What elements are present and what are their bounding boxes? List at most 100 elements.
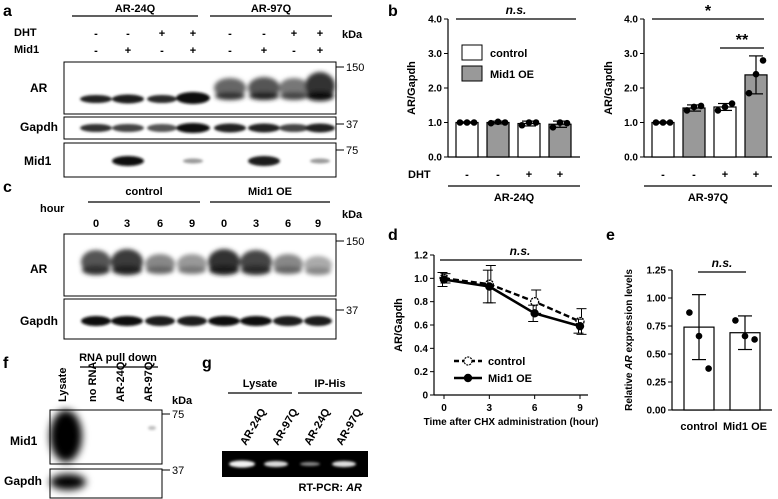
point-b-left-2-0 bbox=[518, 121, 526, 129]
lane-label-g-2: AR-97Q bbox=[270, 406, 301, 447]
point-b-right-1-1 bbox=[690, 103, 698, 111]
point-d-1-1 bbox=[485, 282, 494, 291]
blot-a-gapdh bbox=[63, 116, 337, 140]
panel-letter-f: f bbox=[3, 355, 9, 372]
bar-b-left-0 bbox=[455, 121, 479, 158]
point-b-right-2-0 bbox=[714, 107, 722, 114]
group-label-control: control bbox=[125, 186, 162, 198]
y-axis-label-b-left: AR/Gapdh bbox=[406, 61, 418, 115]
y-axis-label-e-prefix: Relative bbox=[624, 370, 635, 411]
hour-label: hour bbox=[40, 203, 65, 215]
legend-label-d-0: control bbox=[488, 356, 525, 368]
mid1-sign-2: - bbox=[160, 45, 164, 57]
chart-e: 0.00 0.25 0.50 0.75 1.00 1.25 control Mid1 OE Re… bbox=[624, 256, 772, 433]
y-axis-label-b-right: AR/Gapdh bbox=[603, 61, 615, 115]
dht-sign-1: - bbox=[126, 28, 130, 40]
y-tick-label-b-left-0: 0.0 bbox=[428, 153, 442, 164]
category-label-b-right-2: + bbox=[722, 169, 728, 181]
y-tick-label-b-left-2: 2.0 bbox=[428, 84, 442, 95]
x-axis-label-d: Time after CHX administration (hour) bbox=[424, 417, 599, 428]
marker-f-75: 75 bbox=[172, 409, 184, 421]
y-tick-label-e-2: 0.50 bbox=[647, 350, 667, 361]
dht-sign-5: - bbox=[262, 28, 266, 40]
lane-label-g-4: AR-97Q bbox=[334, 406, 365, 447]
dht-sign-0: - bbox=[94, 28, 98, 40]
point-e-0-1 bbox=[695, 332, 703, 340]
marker-c-150: 150 bbox=[346, 236, 364, 248]
blot-f-mid1 bbox=[49, 409, 163, 465]
sig-d: n.s. bbox=[510, 244, 531, 258]
group-label-ar24q: AR-24Q bbox=[115, 3, 156, 15]
group-label-g-iphis: IP-His bbox=[314, 378, 345, 390]
bar-b-left-2 bbox=[517, 122, 541, 158]
blot-label-c-ar: AR bbox=[30, 262, 48, 276]
x-tick-label-d-0: 0 bbox=[441, 403, 447, 414]
bar-b-right-0 bbox=[651, 121, 675, 158]
point-b-right-3-1 bbox=[752, 70, 760, 78]
x-tick-label-d-2: 6 bbox=[532, 403, 538, 414]
sig-b-right-wide: * bbox=[705, 3, 712, 20]
point-b-left-3-1 bbox=[556, 119, 564, 126]
dht-sign-4: - bbox=[228, 28, 232, 40]
hour-tick-7: 9 bbox=[315, 218, 321, 230]
hour-tick-3: 9 bbox=[189, 218, 195, 230]
panel-g: g Lysate IP-His AR-24Q AR-97Q AR-24Q AR-… bbox=[202, 355, 368, 494]
category-label-b-left-1: - bbox=[496, 169, 500, 181]
point-b-left-3-0 bbox=[549, 124, 557, 131]
mid1-signs-row: - + - + - + - + bbox=[94, 45, 323, 57]
group-label-mid1oe: Mid1 OE bbox=[248, 186, 292, 198]
point-b-right-2-2 bbox=[728, 100, 736, 107]
mid1-sign-0: - bbox=[94, 45, 98, 57]
y-axis-label-e-gene: AR bbox=[624, 355, 635, 371]
legend-label-control: control bbox=[490, 48, 527, 60]
group-label-ar97q: AR-97Q bbox=[251, 3, 292, 15]
point-b-right-2-1 bbox=[721, 103, 729, 111]
panel-letter-c: c bbox=[3, 179, 12, 196]
panel-letter-g: g bbox=[202, 355, 212, 372]
blot-a-ar bbox=[63, 61, 337, 115]
point-d-1-2 bbox=[530, 309, 539, 318]
y-tick-label-b-left-4: 4.0 bbox=[428, 15, 442, 26]
y-tick-label-b-right-3: 3.0 bbox=[624, 49, 638, 60]
point-d-1-0 bbox=[439, 275, 449, 284]
bar-b-right-2 bbox=[713, 106, 737, 158]
point-b-right-1-2 bbox=[697, 102, 705, 110]
legend-b: control Mid1 OE bbox=[461, 44, 534, 82]
sig-b-left: n.s. bbox=[506, 3, 527, 17]
panel-d: d 0 0.2 0.4 0.6 0.8 1.0 1.2 0 3 6 9 AR/Gapdh Time af… bbox=[388, 227, 598, 428]
blot-c-ar bbox=[63, 233, 337, 297]
mid1-sign-4: - bbox=[228, 45, 232, 57]
point-e-1-1 bbox=[741, 332, 749, 340]
point-b-left-0-0 bbox=[456, 119, 464, 126]
y-tick-label-b-left-1: 1.0 bbox=[428, 118, 442, 129]
chart-b-right: 0.0 1.0 2.0 3.0 4.0 - - + + AR/Gapdh AR-97Q bbox=[603, 15, 772, 204]
marker-a-150: 150 bbox=[346, 62, 364, 74]
y-tick-label-e-3: 0.75 bbox=[647, 322, 667, 333]
y-axis-label-e-suffix: expression levels bbox=[624, 269, 635, 356]
point-e-0-2 bbox=[705, 365, 712, 372]
point-b-left-0-1 bbox=[463, 119, 471, 126]
category-label-e-0: control bbox=[680, 421, 717, 433]
y-axis-label-d: AR/Gapdh bbox=[393, 298, 405, 352]
point-b-right-0-1 bbox=[659, 119, 667, 126]
point-b-right-0-0 bbox=[652, 119, 660, 126]
panel-a: a AR-24Q AR-97Q DHT Mid1 kDa - - + + - - + + - +… bbox=[3, 3, 364, 178]
y-tick-label-b-right-2: 2.0 bbox=[624, 84, 638, 95]
mid1-sign-6: - bbox=[292, 45, 296, 57]
y-tick-label-b-right-4: 4.0 bbox=[624, 15, 638, 26]
blot-a-mid1 bbox=[63, 142, 337, 178]
category-label-b-left-3: + bbox=[557, 169, 563, 181]
point-b-left-1-0 bbox=[487, 119, 495, 127]
point-e-1-0 bbox=[732, 317, 739, 324]
blot-label-f-mid1: Mid1 bbox=[10, 434, 38, 448]
blot-label-a-ar: AR bbox=[30, 81, 48, 95]
y-tick-label-e-5: 1.25 bbox=[647, 266, 667, 277]
kda-label-a: kDa bbox=[342, 29, 363, 41]
lane-label-f-norna: no RNA bbox=[87, 362, 99, 402]
dht-label-b: DHT bbox=[408, 169, 431, 181]
hour-tick-1: 3 bbox=[124, 218, 130, 230]
point-b-left-1-2 bbox=[501, 119, 509, 126]
marker-a-75: 75 bbox=[346, 145, 358, 157]
bar-b-left-1 bbox=[486, 121, 510, 158]
panel-b: b n.s. * ** control Mid1 OE DHT 0.0 1.0 2.… bbox=[388, 3, 772, 204]
